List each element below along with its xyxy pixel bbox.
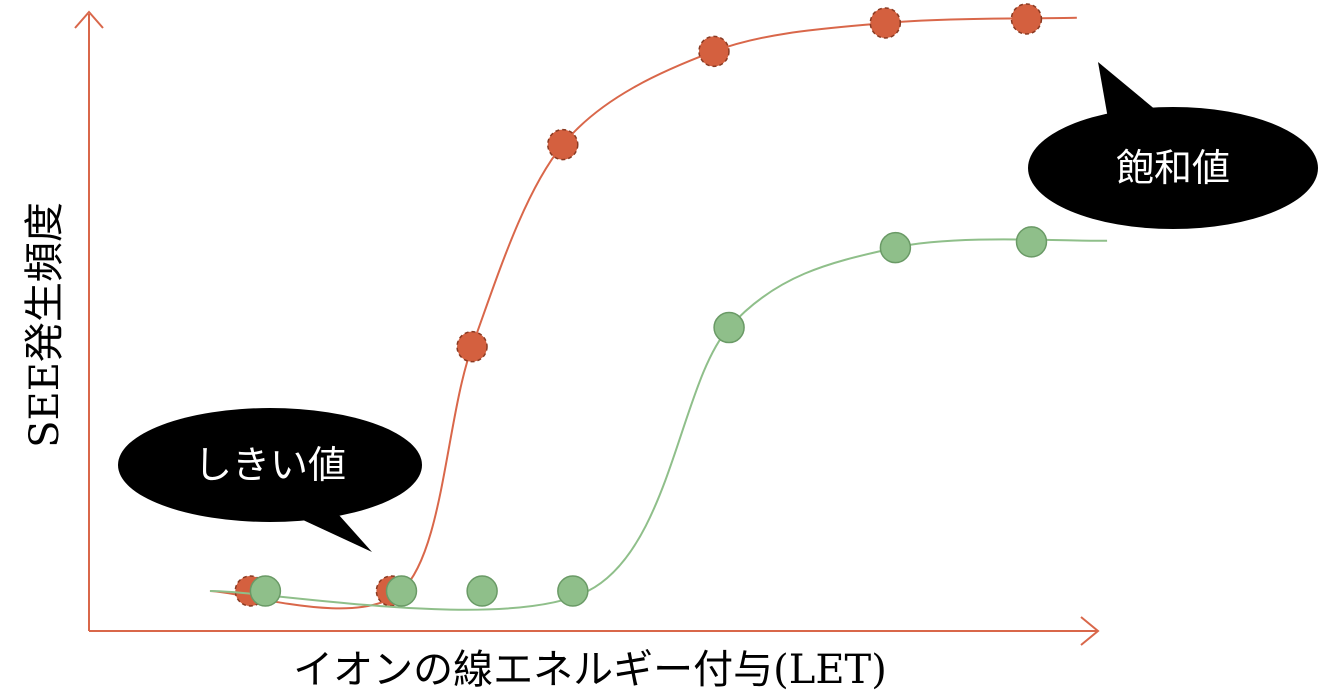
series-red-point-5: [698, 35, 730, 68]
series-green-point-2: [385, 575, 418, 607]
threshold-callout-text: しきい値: [194, 443, 346, 487]
saturation-callout-text: 飽和値: [1116, 146, 1230, 190]
series-green: [209, 226, 1108, 611]
x-axis-label: イオンの線エネルギー付与(LET): [293, 647, 887, 693]
series-red-point-3: [456, 330, 488, 363]
series-red-point-4: [547, 128, 579, 161]
series-green-point-4: [557, 575, 589, 607]
axes: [74, 10, 1100, 646]
threshold-callout: しきい値: [118, 408, 422, 552]
series-green-point-1: [249, 575, 282, 607]
threshold-callout-bubble: [118, 408, 422, 522]
saturation-callout: 飽和値: [1028, 62, 1318, 229]
series-green-point-3: [466, 575, 498, 607]
series-green-line: [209, 238, 1108, 611]
series-green-point-6: [879, 231, 912, 264]
series-green-point-7: [1015, 226, 1048, 258]
saturation-callout-bubble: [1028, 107, 1318, 229]
series-green-point-5: [713, 311, 745, 344]
x-axis-arrowhead: [1080, 616, 1100, 646]
y-axis-arrowhead: [74, 10, 104, 29]
series-red-point-7: [1010, 3, 1043, 35]
y-axis-label: SEE発生頻度: [22, 202, 68, 448]
series-red-point-6: [869, 7, 902, 39]
